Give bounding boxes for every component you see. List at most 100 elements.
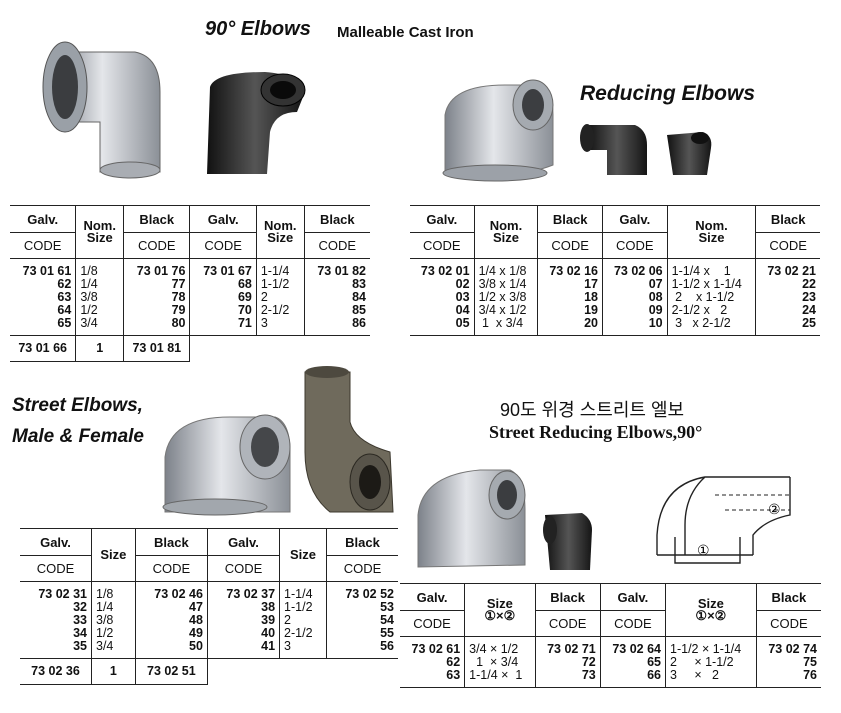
code-cell: 83 — [303, 278, 370, 291]
table-row: 32 1/4 47 38 1-1/2 53 — [20, 601, 398, 614]
header-code: CODE — [400, 610, 465, 637]
street-reducing-title-korean: 90도 위경 스트리트 엘보 — [500, 400, 685, 420]
code-cell: 56 — [325, 640, 398, 659]
black-street-reducing-elbow-image — [543, 513, 592, 570]
street-title-line2: Male & Female — [12, 426, 144, 447]
table-row: 33 3/8 48 39 2 54 — [20, 614, 398, 627]
header-size: Nom. Size — [75, 205, 124, 259]
header-black: Black — [303, 205, 370, 233]
header-galv: Galv. — [189, 205, 257, 233]
code-cell: 03 — [455, 290, 470, 304]
street-reducing-elbow-images — [417, 469, 592, 570]
table-row: 63 1-1/4 × 1 73 66 3 × 2 76 — [400, 669, 821, 688]
size-cell: 3/8 x 1/4 — [473, 278, 538, 291]
code-cell: 73 02 31 — [38, 587, 87, 601]
empty-cell — [206, 658, 398, 685]
header-size: Nom. Size — [255, 205, 305, 259]
code-cell: 70 — [189, 304, 257, 317]
size-cell: 3/4 x 1/2 — [473, 304, 538, 317]
table-row: 62 1/4 77 68 1-1/2 83 — [10, 278, 370, 291]
header-code: CODE — [206, 555, 280, 582]
code-cell: 55 — [325, 627, 398, 640]
code-cell: 73 02 71 — [534, 636, 601, 656]
code-cell: 66 — [599, 669, 666, 688]
table-row: 73 02 61 3/4 × 1/2 73 02 71 73 02 64 1-1/2 ×… — [400, 636, 821, 656]
size-cell: 2 × 1-1/2 — [665, 656, 757, 669]
code-cell: 73 01 81 — [123, 335, 190, 362]
header-black: Black — [123, 205, 190, 233]
table-row: 34 1/2 49 40 2-1/2 55 — [20, 627, 398, 640]
header-galv: Galv. — [400, 583, 465, 611]
code-cell: 73 02 16 — [537, 258, 603, 278]
header-code: CODE — [755, 232, 820, 259]
black-elbow-image — [207, 72, 306, 174]
size-cell: 3 x 2-1/2 — [666, 317, 756, 336]
diagram-label-1: ① — [697, 542, 710, 558]
code-cell: 47 — [134, 601, 208, 614]
code-cell: 19 — [537, 304, 603, 317]
table-row: 03 1/2 x 3/8 18 08 2 x 1-1/2 23 — [410, 291, 820, 304]
header-galv: Galv. — [602, 205, 668, 233]
header-code: CODE — [534, 610, 601, 637]
size-cell: 1-1/4 × 1 — [464, 669, 535, 688]
size-cell: 2 — [279, 614, 327, 627]
table-street-reducing-elbows: Galv. Size ①×② Black Galv. Size ①×② Black CODE… — [400, 583, 821, 688]
code-cell: 24 — [755, 304, 820, 317]
dimension-diagram: ② ① — [656, 476, 791, 564]
street-title: Street Elbows, Male & Female — [12, 390, 144, 452]
size-cell: 1/2 — [75, 304, 124, 317]
code-cell: 76 — [755, 669, 821, 688]
code-cell: 40 — [206, 627, 280, 640]
code-cell: 39 — [206, 614, 280, 627]
code-cell: 53 — [325, 601, 398, 614]
code-cell: 08 — [602, 291, 668, 304]
code-cell: 73 02 46 — [134, 581, 208, 601]
code-cell: 73 02 06 — [602, 258, 668, 278]
code-cell: 17 — [537, 278, 603, 291]
reducing-elbow-images — [442, 79, 712, 182]
code-cell: 73 01 82 — [303, 258, 370, 278]
size-cell: 1/2 — [91, 627, 136, 640]
header-galv: Galv. — [20, 528, 92, 556]
code-cell: 23 — [755, 291, 820, 304]
code-cell: 73 02 21 — [755, 258, 820, 278]
code-cell: 69 — [189, 291, 257, 304]
table-row: 73 02 01 1/4 x 1/8 73 02 16 73 02 06 1-1/4 x… — [410, 258, 820, 278]
empty-cell — [189, 335, 370, 362]
header-galv: Galv. — [206, 528, 280, 556]
street-elbow-images — [162, 366, 394, 516]
code-cell: 54 — [325, 614, 398, 627]
size-cell: 1/2 x 3/8 — [473, 291, 538, 304]
size-cell: 3/4 — [75, 317, 124, 336]
header-code: CODE — [599, 610, 666, 637]
size-cell: 2 x 1-1/2 — [666, 291, 756, 304]
table-row: 35 3/4 50 41 3 56 — [20, 640, 398, 659]
table-row: 62 1 × 3/4 72 65 2 × 1-1/2 75 — [400, 656, 821, 669]
header-code: CODE — [20, 555, 92, 582]
size-cell: 1/4 — [91, 601, 136, 614]
header-code: CODE — [10, 232, 76, 259]
code-cell: 75 — [755, 656, 821, 669]
header-code: CODE — [134, 555, 208, 582]
size-cell: 1-1/2 x 1-1/4 — [666, 278, 756, 291]
code-cell: 62 — [57, 277, 72, 291]
code-cell: 73 — [534, 669, 601, 688]
code-cell: 78 — [123, 291, 190, 304]
header-size: Nom. Size — [666, 205, 756, 259]
header-galv: Galv. — [10, 205, 76, 233]
header-code: CODE — [410, 232, 475, 259]
header-code: CODE — [123, 232, 190, 259]
code-cell: 71 — [189, 317, 257, 336]
code-cell: 73 02 01 — [420, 264, 470, 278]
size-cell: 3/4 × 1/2 — [464, 636, 535, 656]
code-cell: 35 — [20, 640, 92, 659]
code-cell: 84 — [303, 291, 370, 304]
header-code: CODE — [755, 610, 821, 637]
code-cell: 63 — [400, 669, 465, 688]
size-cell: 1 × 3/4 — [464, 656, 535, 669]
table-row-extra: 73 02 36 1 73 02 51 — [20, 658, 398, 685]
header-code: CODE — [602, 232, 668, 259]
header-black: Black — [534, 583, 601, 611]
code-cell: 41 — [206, 640, 280, 659]
code-cell: 50 — [134, 640, 208, 659]
